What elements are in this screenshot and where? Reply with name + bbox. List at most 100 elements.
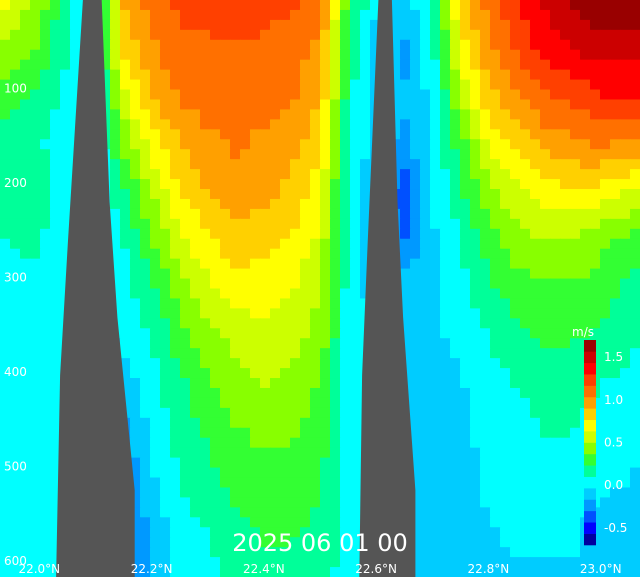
field-cell — [160, 467, 171, 479]
field-cell — [30, 527, 41, 538]
field-cell — [170, 0, 181, 11]
field-cell — [460, 149, 471, 160]
field-cell — [10, 298, 21, 309]
field-cell — [10, 328, 21, 339]
field-cell — [350, 179, 361, 190]
field-cell — [110, 278, 121, 290]
field-cell — [440, 517, 451, 528]
field-cell — [140, 387, 151, 399]
field-cell — [200, 159, 211, 170]
field-cell — [540, 387, 551, 399]
field-cell — [350, 507, 361, 518]
field-cell — [440, 427, 451, 439]
field-cell — [150, 19, 161, 31]
field-cell — [250, 467, 261, 479]
field-cell — [620, 477, 631, 489]
field-cell — [340, 358, 351, 369]
field-cell — [410, 288, 421, 300]
field-cell — [490, 467, 501, 479]
field-cell — [190, 218, 201, 230]
field-cell — [250, 288, 261, 300]
field-cell — [290, 278, 301, 290]
field-cell — [210, 189, 221, 200]
field-cell — [0, 457, 11, 469]
field-cell — [410, 368, 421, 379]
field-cell — [250, 507, 261, 518]
field-cell — [30, 189, 41, 200]
field-cell — [300, 338, 311, 349]
field-cell — [340, 198, 351, 210]
field-cell — [50, 218, 61, 230]
field-cell — [140, 397, 151, 409]
field-cell — [190, 318, 201, 329]
field-cell — [150, 387, 161, 399]
field-cell — [30, 477, 41, 489]
field-cell — [530, 59, 541, 71]
field-cell — [570, 159, 581, 170]
field-cell — [170, 248, 181, 260]
field-cell — [330, 59, 341, 71]
field-cell — [300, 169, 311, 180]
field-cell — [220, 387, 231, 399]
field-cell — [280, 208, 291, 220]
field-cell — [470, 79, 481, 91]
field-cell — [600, 527, 611, 538]
field-cell — [170, 139, 181, 150]
field-cell — [620, 198, 631, 210]
field-cell — [550, 228, 561, 240]
field-cell — [630, 387, 640, 399]
field-cell — [530, 208, 541, 220]
field-cell — [240, 437, 251, 449]
field-cell — [10, 417, 21, 429]
field-cell — [570, 397, 581, 409]
field-cell — [60, 29, 71, 41]
field-cell — [260, 139, 271, 150]
field-cell — [300, 397, 311, 409]
field-cell — [430, 218, 441, 230]
field-cell — [530, 89, 541, 101]
field-cell — [590, 9, 601, 21]
field-cell — [620, 278, 631, 290]
field-cell — [300, 179, 311, 190]
field-cell — [140, 557, 151, 568]
field-cell — [420, 99, 431, 111]
field-cell — [360, 69, 371, 81]
field-cell — [630, 19, 640, 31]
field-cell — [130, 487, 141, 499]
field-cell — [280, 99, 291, 111]
field-cell — [340, 437, 351, 449]
field-cell — [530, 238, 541, 250]
field-cell — [40, 169, 51, 180]
field-cell — [170, 159, 181, 170]
field-cell — [450, 0, 461, 11]
field-cell — [540, 238, 551, 250]
field-cell — [480, 298, 491, 309]
field-cell — [210, 119, 221, 130]
field-cell — [10, 537, 21, 548]
field-cell — [130, 417, 141, 429]
field-cell — [320, 79, 331, 91]
field-cell — [440, 378, 451, 389]
field-cell — [30, 358, 41, 369]
field-cell — [430, 49, 441, 61]
field-cell — [410, 109, 421, 120]
field-cell — [130, 497, 141, 508]
field-cell — [530, 298, 541, 309]
field-cell — [300, 567, 311, 577]
field-cell — [470, 159, 481, 170]
field-cell — [600, 477, 611, 489]
field-cell — [540, 547, 551, 558]
field-cell — [140, 129, 151, 140]
field-cell — [50, 179, 61, 190]
field-cell — [140, 99, 151, 111]
field-cell — [180, 49, 191, 61]
field-cell — [400, 59, 411, 71]
field-cell — [160, 19, 171, 31]
field-cell — [150, 497, 161, 508]
field-cell — [630, 358, 640, 369]
field-cell — [340, 348, 351, 359]
field-cell — [200, 567, 211, 577]
field-cell — [180, 198, 191, 210]
field-cell — [510, 527, 521, 538]
field-cell — [330, 427, 341, 439]
